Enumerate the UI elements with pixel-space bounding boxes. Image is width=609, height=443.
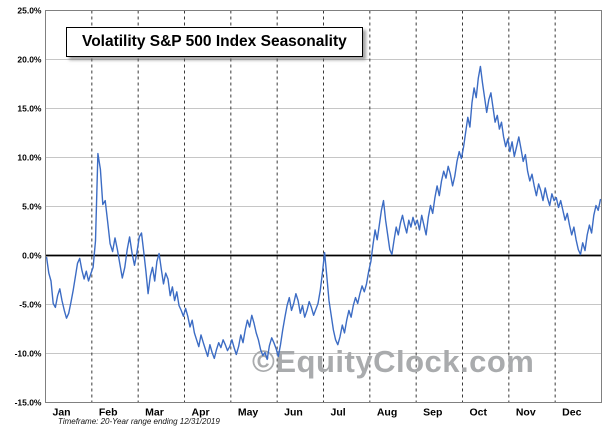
x-axis-month-label: Aug — [377, 407, 397, 419]
y-axis-tick-label: 0.0% — [22, 251, 42, 261]
x-axis-month-label: Sep — [423, 407, 442, 419]
axis-labels-group: 25.0% 20.0% 15.0% 10.0% 5.0% 0.0% -5.0% -10.0% -… — [15, 6, 582, 419]
y-axis-tick-label: -5.0% — [19, 300, 42, 310]
y-axis-tick-label: -15.0% — [15, 398, 42, 408]
x-axis-month-label: May — [238, 407, 259, 419]
y-axis-tick-label: 10.0% — [17, 153, 42, 163]
series-group — [45, 65, 602, 361]
x-axis-month-label: Dec — [562, 407, 581, 419]
chart-title: Volatility S&P 500 Index Seasonality — [66, 27, 363, 57]
plot-frame-group — [45, 10, 602, 403]
plot-border — [45, 10, 602, 403]
y-axis-tick-label: -10.0% — [15, 349, 42, 359]
y-axis-tick-label: 25.0% — [17, 6, 42, 16]
y-axis-tick-label: 20.0% — [17, 55, 42, 65]
x-axis-month-label: Feb — [99, 407, 118, 419]
x-axis-month-label: Jan — [53, 407, 71, 419]
x-axis-month-label: Apr — [192, 407, 210, 419]
x-axis-month-label: Oct — [470, 407, 488, 419]
seasonality-line — [45, 65, 602, 361]
watermark-equityclock: ©EquityClock.com — [252, 344, 534, 379]
x-axis-month-label: Jul — [331, 407, 346, 419]
x-axis-month-label: Mar — [145, 407, 164, 419]
timeframe-note: Timeframe: 20-Year range ending 12/31/20… — [58, 417, 220, 426]
gridlines-group — [45, 10, 602, 403]
x-axis-month-label: Nov — [516, 407, 536, 419]
y-axis-tick-label: 5.0% — [22, 202, 42, 212]
y-axis-tick-label: 15.0% — [17, 104, 42, 114]
x-axis-month-label: Jun — [284, 407, 303, 419]
